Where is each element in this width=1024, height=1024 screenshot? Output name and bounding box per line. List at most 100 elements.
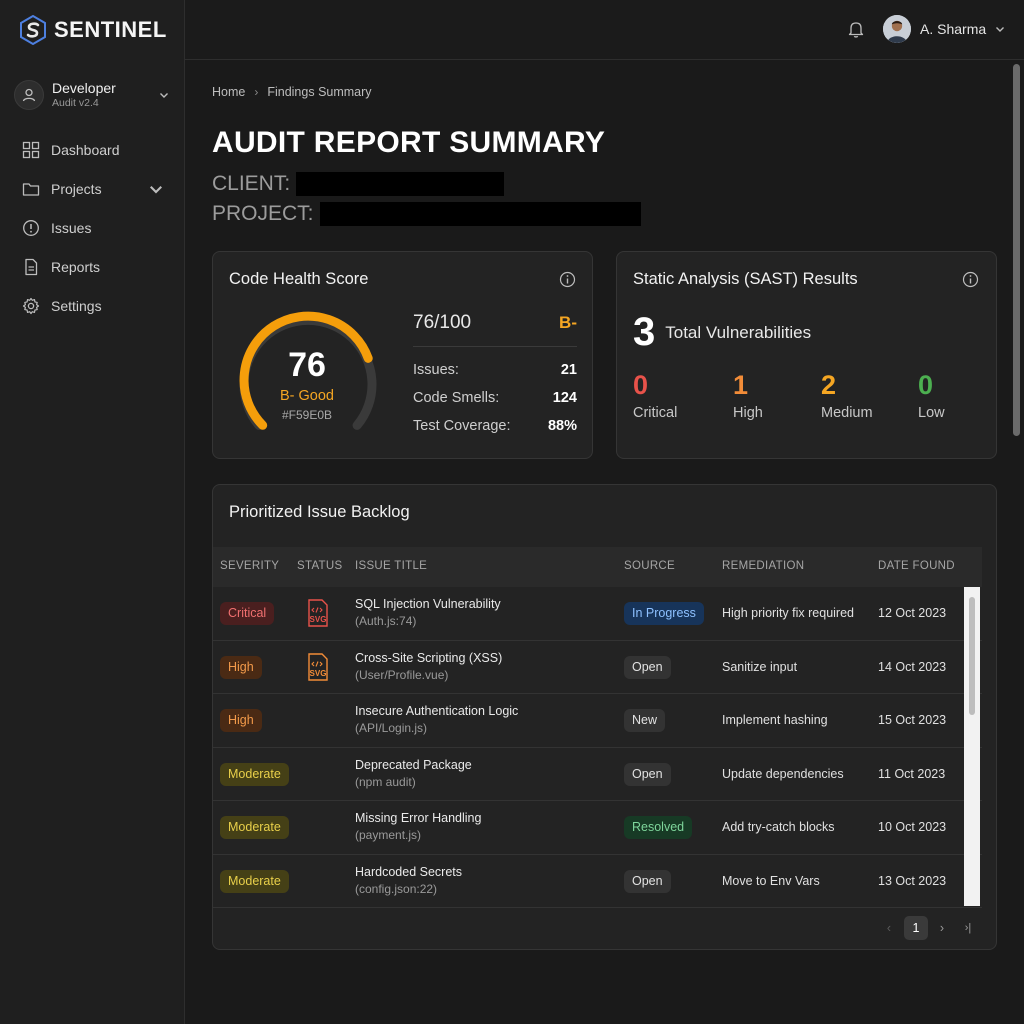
- sidebar-item-label: Settings: [51, 297, 102, 314]
- card-title: Code Health Score: [229, 270, 369, 288]
- col-severity[interactable]: SEVERITY: [220, 560, 280, 572]
- vuln-low: 0 Low: [918, 370, 945, 421]
- alert-circle-icon: [23, 219, 39, 236]
- table-row[interactable]: Moderate Deprecated Package (npm audit) …: [213, 748, 982, 801]
- issue-location: (npm audit): [355, 774, 416, 789]
- issue-title[interactable]: Hardcoded Secrets: [355, 864, 463, 879]
- issue-title[interactable]: Missing Error Handling: [355, 811, 482, 825]
- score-summary: 76/100 B-: [413, 312, 577, 347]
- chevron-down-icon: [150, 185, 162, 193]
- col-status[interactable]: STATUS: [297, 560, 343, 572]
- info-icon[interactable]: [559, 271, 576, 288]
- remediation-text: Sanitize input: [722, 659, 798, 674]
- table-row[interactable]: High Insecure Authentication Logic (API/…: [213, 694, 982, 748]
- sidebar-item-settings[interactable]: Settings: [0, 286, 185, 325]
- sidebar-item-reports[interactable]: Reports: [0, 247, 185, 286]
- stat-issues: Issues: 21: [413, 362, 577, 378]
- svg-text:SVG: SVG: [310, 669, 327, 678]
- page-title: AUDIT REPORT SUMMARY: [212, 126, 606, 159]
- sidebar-item-label: Reports: [51, 258, 101, 275]
- brand[interactable]: SENTINEL: [20, 14, 167, 46]
- source-badge: New: [624, 709, 666, 732]
- health-score: 76: [288, 346, 326, 384]
- table-row[interactable]: High SVG Cross-Site Scripting (XSS) (Use…: [213, 641, 982, 694]
- total-label: Total Vulnerabilities: [665, 322, 812, 342]
- score-out-of: 76/100: [413, 312, 472, 333]
- severity-badge: Moderate: [220, 762, 289, 786]
- breadcrumb-home[interactable]: Home: [212, 85, 246, 99]
- sidebar-item-issues[interactable]: Issues: [0, 208, 185, 247]
- table-scrollbar[interactable]: [964, 587, 980, 906]
- gauge-fill: [239, 311, 373, 430]
- issue-title[interactable]: Cross-Site Scripting (XSS): [355, 650, 503, 665]
- page-scrollbar[interactable]: [1013, 64, 1020, 436]
- sidebar-item-label: Dashboard: [51, 141, 120, 158]
- date-found: 14 Oct 2023: [878, 659, 947, 674]
- source-badge: In Progress: [624, 602, 704, 625]
- date-found: 12 Oct 2023: [878, 606, 947, 620]
- issue-title[interactable]: Deprecated Package: [355, 757, 472, 772]
- issue-title[interactable]: SQL Injection Vulnerability: [355, 597, 501, 611]
- info-icon[interactable]: [962, 271, 979, 288]
- sast-results-card: Static Analysis (SAST) Results 3 Total V…: [616, 251, 997, 459]
- issue-location: (API/Login.js): [355, 721, 428, 735]
- col-remediation[interactable]: REMEDIATION: [722, 560, 805, 572]
- source-badge: Open: [624, 869, 671, 893]
- table-row[interactable]: Critical SVG SQL Injection Vulnerability…: [213, 587, 982, 641]
- bell-icon[interactable]: [846, 19, 866, 39]
- client-redaction: [296, 172, 505, 196]
- page-number-button[interactable]: 1: [904, 916, 928, 940]
- chevron-right-icon: ›: [254, 85, 259, 99]
- severity-badge: High: [220, 709, 262, 732]
- col-source[interactable]: SOURCE: [624, 560, 676, 572]
- date-found: 15 Oct 2023: [878, 713, 947, 727]
- project-redaction: [319, 202, 641, 226]
- vuln-label: Medium: [821, 405, 873, 421]
- vuln-label: Critical: [633, 405, 678, 421]
- last-page-button[interactable]: ›|: [964, 922, 972, 934]
- brand-name: SENTINEL: [54, 17, 167, 42]
- issue-title[interactable]: Insecure Authentication Logic: [355, 704, 519, 718]
- table-scrollbar-thumb[interactable]: [969, 597, 975, 715]
- prev-page-button[interactable]: ‹: [886, 921, 892, 935]
- code-file-icon: SVG: [308, 652, 328, 681]
- remediation-text: Move to Env Vars: [722, 873, 820, 888]
- vuln-high: 1 High: [733, 370, 763, 421]
- grid-icon: [22, 141, 40, 158]
- folder-icon: [22, 182, 40, 196]
- source-badge: Resolved: [624, 816, 693, 839]
- date-found: 10 Oct 2023: [878, 820, 947, 834]
- issue-cell: Hardcoded Secrets (config.json:22): [355, 864, 462, 898]
- vuln-count: 0: [918, 370, 934, 400]
- table-row[interactable]: Moderate Hardcoded Secrets (config.json:…: [213, 855, 982, 908]
- next-page-button[interactable]: ›: [939, 921, 945, 935]
- total-count: 3: [633, 310, 656, 354]
- stat-value: 124: [552, 390, 577, 406]
- project-label: PROJECT:: [212, 202, 314, 225]
- vuln-medium: 2 Medium: [821, 370, 873, 421]
- code-file-icon: SVG: [308, 599, 328, 627]
- sidebar-item-dashboard[interactable]: Dashboard: [0, 130, 185, 169]
- col-issue-title[interactable]: ISSUE TITLE: [355, 560, 428, 572]
- workspace-version: Audit v2.4: [52, 97, 99, 109]
- workspace-selector[interactable]: Developer Audit v2.4: [14, 77, 170, 113]
- severity-badge: Moderate: [220, 816, 289, 839]
- breadcrumb-current: Findings Summary: [267, 85, 372, 99]
- table-row[interactable]: Moderate Missing Error Handling (payment…: [213, 801, 982, 855]
- card-title: Prioritized Issue Backlog: [229, 503, 410, 521]
- stat-label: Issues:: [413, 362, 459, 378]
- breadcrumb: Home › Findings Summary: [212, 85, 372, 99]
- client-line: CLIENT:: [212, 172, 505, 196]
- stat-value: 88%: [547, 418, 577, 434]
- file-icon: [25, 258, 38, 275]
- sidebar-item-projects[interactable]: Projects: [0, 169, 185, 208]
- user-menu[interactable]: A. Sharma: [883, 14, 1006, 44]
- project-line: PROJECT:: [212, 202, 641, 226]
- score-grade: B-: [559, 313, 577, 332]
- col-date-found[interactable]: DATE FOUND: [878, 560, 955, 572]
- health-color-hex: #F59E0B: [281, 408, 333, 422]
- stat-value: 21: [560, 362, 577, 378]
- chevron-down-icon: [996, 27, 1005, 32]
- client-label: CLIENT:: [212, 172, 291, 195]
- gear-icon: [22, 297, 40, 314]
